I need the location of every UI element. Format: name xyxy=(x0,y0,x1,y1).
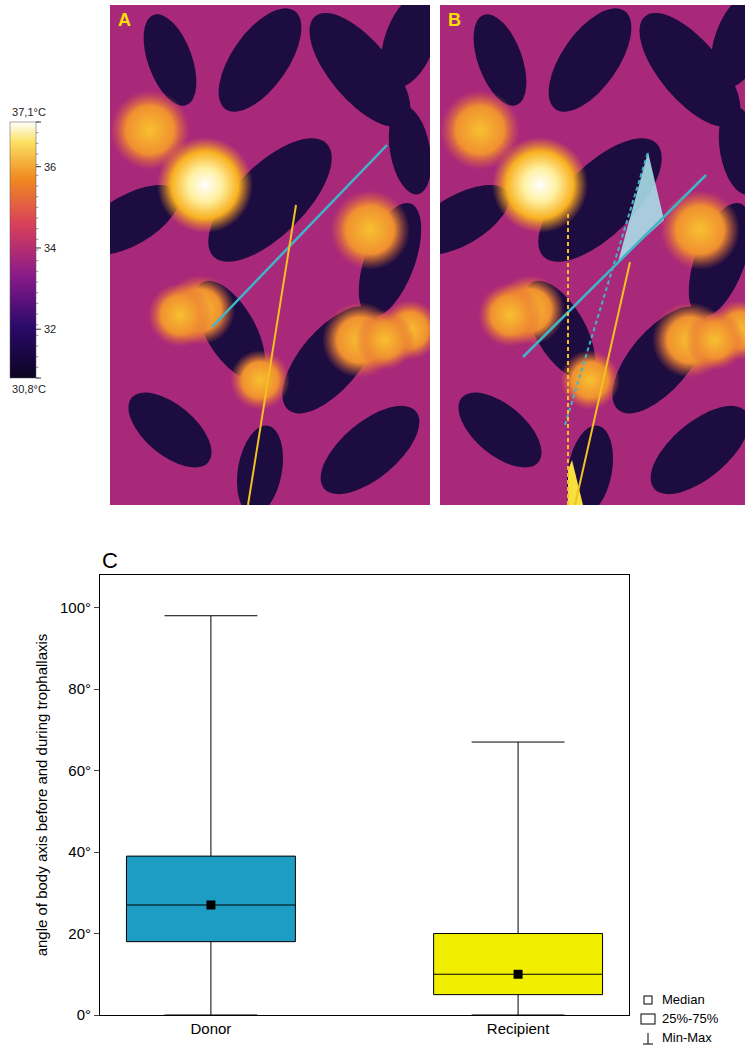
svg-text:34: 34 xyxy=(44,242,56,254)
html-text:Min-Max: Min-Max xyxy=(662,1030,712,1045)
svg-text:20°: 20° xyxy=(68,925,91,942)
svg-text:37,1°C: 37,1°C xyxy=(12,106,46,118)
svg-text:Recipient: Recipient xyxy=(487,1020,550,1037)
svg-text:Donor: Donor xyxy=(190,1020,231,1037)
svg-text:30,8°C: 30,8°C xyxy=(12,383,46,395)
svg-text:32: 32 xyxy=(44,323,56,335)
svg-text:80°: 80° xyxy=(68,680,91,697)
html-text:25%-75%: 25%-75% xyxy=(662,1011,719,1026)
svg-text:36: 36 xyxy=(44,161,56,173)
svg-text:60°: 60° xyxy=(68,762,91,779)
html-text:Median: Median xyxy=(662,992,705,1007)
svg-text:A: A xyxy=(118,10,131,30)
svg-text:angle of body axis before and: angle of body axis before and during tro… xyxy=(33,634,50,957)
svg-text:100°: 100° xyxy=(60,599,91,616)
svg-text:B: B xyxy=(448,10,461,30)
svg-text:40°: 40° xyxy=(68,843,91,860)
html-text:C: C xyxy=(102,548,118,573)
svg-text:0°: 0° xyxy=(77,1006,91,1023)
